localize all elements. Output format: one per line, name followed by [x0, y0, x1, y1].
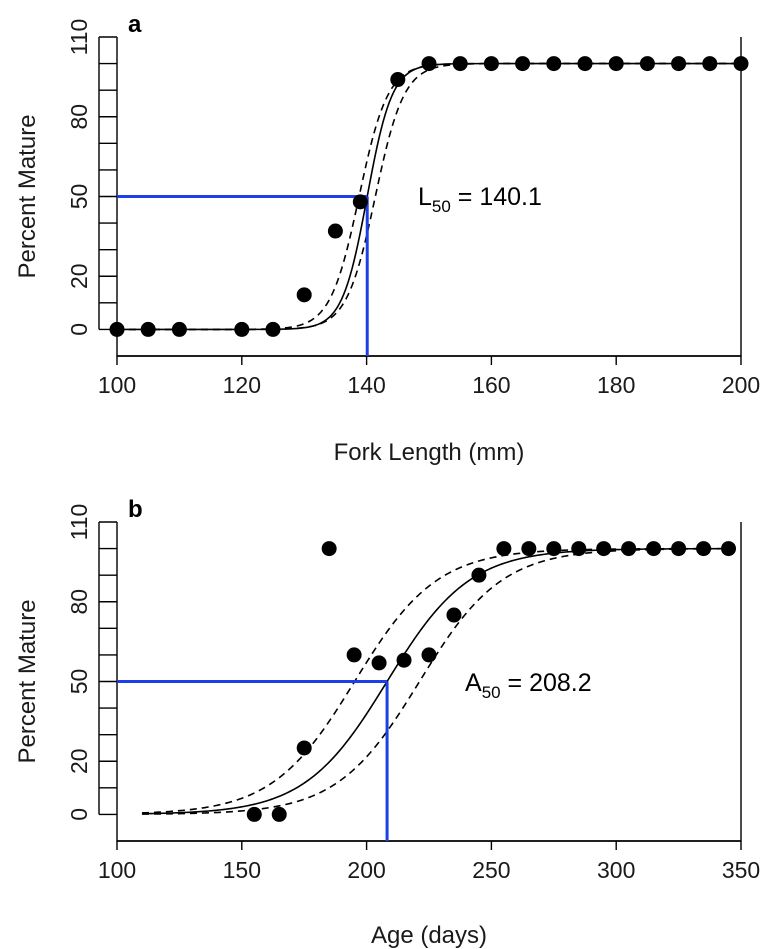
data-point — [109, 321, 125, 337]
data-point — [733, 56, 749, 72]
data-point — [140, 321, 156, 337]
data-point — [483, 56, 499, 72]
data-point — [446, 607, 462, 623]
data-point — [702, 56, 718, 72]
data-point — [390, 72, 406, 88]
data-point — [296, 740, 312, 756]
data-point — [721, 541, 737, 557]
data-point — [452, 56, 468, 72]
chart-panel-b: 100 150 200 250 300 350 Age (days) 0 20 50 80 110 Pe… — [14, 496, 760, 949]
data-point — [396, 652, 412, 668]
data-point — [421, 56, 437, 72]
y-tick-label: 20 — [66, 748, 92, 774]
data-point — [321, 541, 337, 557]
x-tick-label: 120 — [223, 372, 261, 398]
y-axis-label: Percent Mature — [14, 599, 41, 763]
annotation-label: L50 = 140.1 — [418, 183, 542, 216]
data-points — [109, 56, 749, 337]
data-point — [346, 647, 362, 663]
x-tick-label: 160 — [472, 372, 510, 398]
x-tick-label: 200 — [722, 372, 760, 398]
data-point — [171, 321, 187, 337]
data-point — [608, 56, 624, 72]
annotation-subscript: 50 — [432, 197, 451, 216]
x-tick-label: 250 — [472, 857, 510, 883]
data-point — [327, 223, 343, 239]
y-tick-label: 0 — [66, 323, 92, 336]
data-point — [371, 655, 387, 671]
x-axis-label: Fork Length (mm) — [334, 439, 525, 466]
data-point — [521, 541, 537, 557]
data-point — [639, 56, 655, 72]
data-point — [271, 806, 287, 822]
x-tick-label: 200 — [347, 857, 385, 883]
y-axis: 0 20 50 80 110 — [66, 19, 117, 336]
x-tick-label: 350 — [722, 857, 760, 883]
x-tick-label: 150 — [223, 857, 261, 883]
x-tick-label: 180 — [597, 372, 635, 398]
data-point — [621, 541, 637, 557]
data-point — [421, 647, 437, 663]
annotation-symbol: A — [465, 669, 482, 697]
y-tick-label: 50 — [66, 184, 92, 210]
data-point — [646, 541, 662, 557]
data-point — [496, 541, 512, 557]
data-point — [671, 541, 687, 557]
y-tick-label: 0 — [66, 808, 92, 821]
y-tick-label: 110 — [66, 504, 92, 541]
data-point — [515, 56, 531, 72]
panel-letter: b — [128, 496, 143, 523]
data-point — [546, 56, 562, 72]
x-tick-label: 100 — [98, 857, 136, 883]
annotation-value: = 140.1 — [451, 183, 542, 211]
data-point — [265, 321, 281, 337]
y-tick-label: 110 — [66, 19, 92, 56]
chart-panel-a: 100 120 140 160 180 200 Fork Length (mm) 0 20 50 8… — [14, 11, 760, 466]
data-point — [596, 541, 612, 557]
annotation-subscript: 50 — [482, 683, 501, 702]
data-point — [246, 806, 262, 822]
annotation-label: A50 = 208.2 — [465, 669, 592, 702]
annotation-value: = 208.2 — [501, 669, 592, 697]
data-point — [234, 321, 250, 337]
y-axis: 0 20 50 80 110 — [66, 504, 117, 821]
panel-letter: a — [128, 11, 142, 38]
data-point — [671, 56, 687, 72]
y-tick-label: 20 — [66, 263, 92, 289]
data-point — [696, 541, 712, 557]
x-axis: 100 150 200 250 300 350 — [98, 840, 760, 883]
data-point — [471, 567, 487, 583]
x-tick-label: 300 — [597, 857, 635, 883]
y-tick-label: 50 — [66, 669, 92, 695]
x-tick-label: 140 — [347, 372, 385, 398]
data-point — [546, 541, 562, 557]
data-point — [577, 56, 593, 72]
ci-upper-curve — [141, 547, 729, 814]
x-axis-label: Age (days) — [371, 922, 487, 949]
y-tick-label: 80 — [66, 589, 92, 615]
x-tick-label: 100 — [98, 372, 136, 398]
y-tick-label: 80 — [66, 104, 92, 130]
annotation-symbol: L — [418, 183, 432, 211]
y-axis-label: Percent Mature — [14, 114, 41, 278]
x-axis: 100 120 140 160 180 200 — [98, 355, 760, 398]
data-points — [246, 541, 737, 822]
data-point — [296, 287, 312, 303]
data-point — [352, 194, 368, 210]
data-point — [571, 541, 587, 557]
